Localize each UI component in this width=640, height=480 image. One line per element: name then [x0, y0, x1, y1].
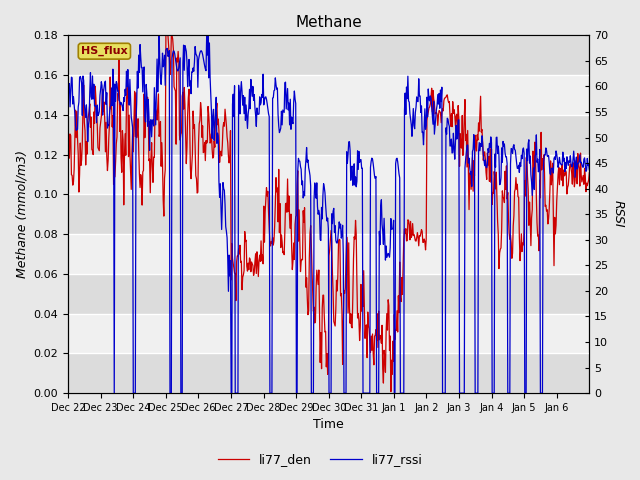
li77_rssi: [413, 94, 420, 100]
li77_den: [387, 389, 395, 395]
li77_rssi: [268, 390, 276, 396]
Line: li77_den: li77_den: [68, 36, 589, 392]
Title: Methane: Methane: [295, 15, 362, 30]
Bar: [68, 194, 589, 234]
li77_rssi: [156, 33, 163, 38]
Bar: [68, 353, 589, 393]
li77_rssi: [111, 390, 118, 396]
Bar: [68, 36, 589, 75]
Y-axis label: Methane (mmol/m3): Methane (mmol/m3): [15, 150, 28, 278]
li77_den: [586, 170, 593, 176]
li77_den: [248, 259, 255, 265]
li77_rssi: [64, 90, 72, 96]
li77_rssi: [223, 228, 230, 234]
li77_den: [125, 112, 133, 118]
li77_den: [268, 239, 275, 244]
Y-axis label: RSSI: RSSI: [612, 201, 625, 228]
X-axis label: Time: Time: [314, 419, 344, 432]
li77_den: [383, 311, 390, 316]
li77_den: [413, 235, 420, 240]
Legend: li77_den, li77_rssi: li77_den, li77_rssi: [212, 448, 428, 471]
Bar: [68, 274, 589, 313]
li77_rssi: [383, 253, 391, 259]
li77_rssi: [126, 76, 134, 82]
li77_den: [162, 33, 170, 38]
Bar: [68, 115, 589, 155]
li77_den: [222, 114, 230, 120]
Text: HS_flux: HS_flux: [81, 46, 128, 56]
li77_rssi: [586, 167, 593, 173]
li77_den: [64, 141, 72, 146]
Line: li77_rssi: li77_rssi: [68, 36, 589, 393]
li77_rssi: [248, 94, 256, 99]
